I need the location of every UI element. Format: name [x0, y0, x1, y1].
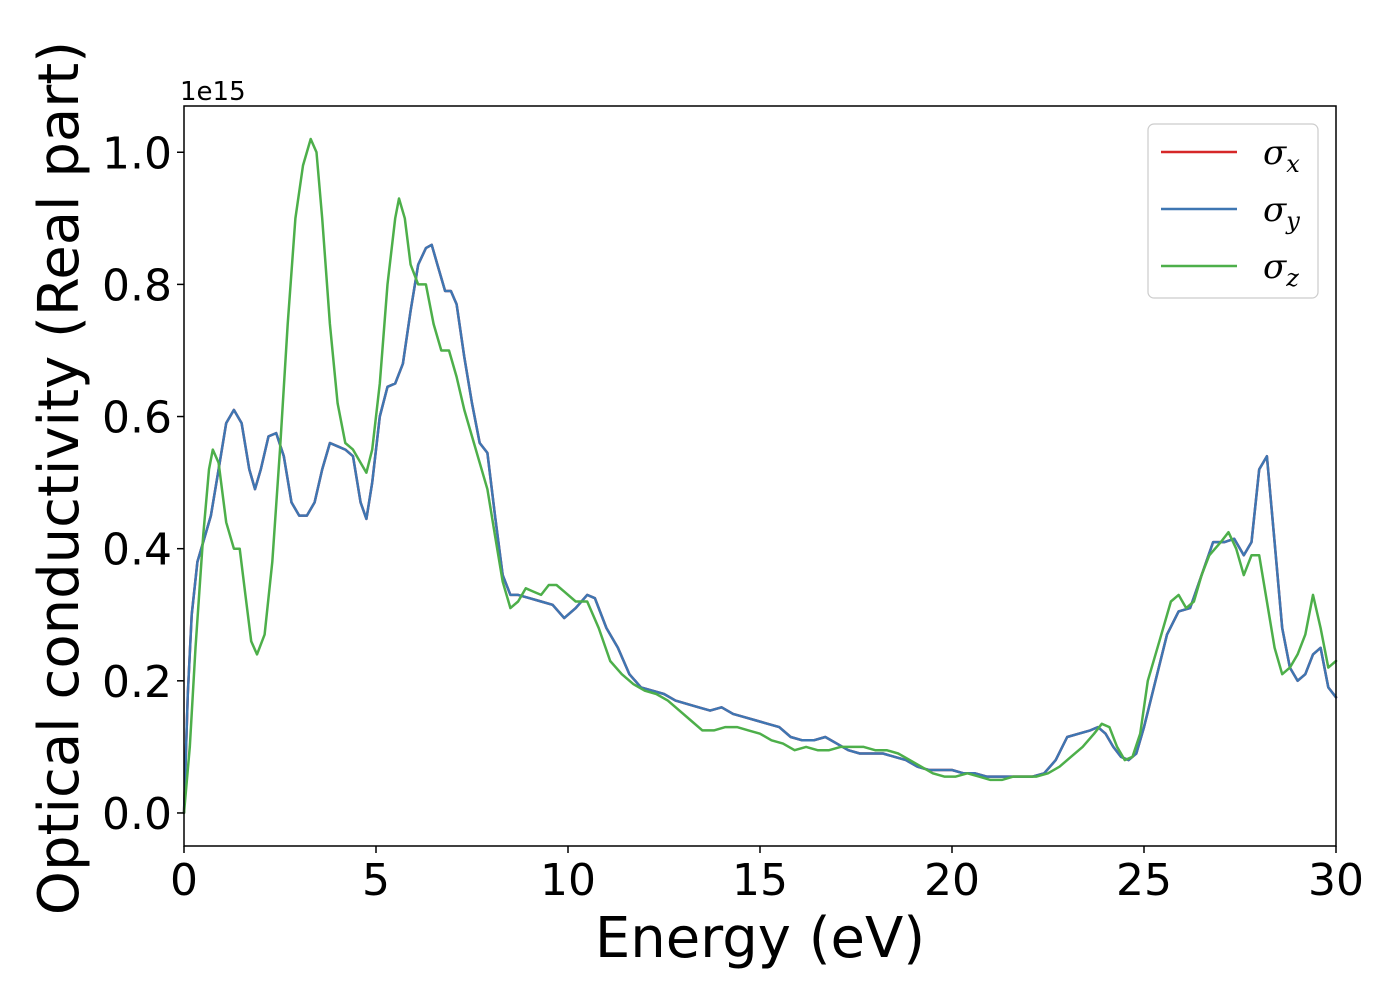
y-tick-label: 1.0: [102, 128, 172, 179]
series-line-z: [182, 137, 1338, 815]
x-tick-label: 25: [1116, 855, 1172, 906]
series-layer: [182, 137, 1338, 815]
series-line-y: [182, 243, 1338, 815]
x-tick-label: 20: [924, 855, 980, 906]
x-axis-ticks: 0 5 10 15 20 25 30: [170, 846, 1364, 906]
y-axis-ticks: 0.0 0.2 0.4 0.6 0.8 1.0: [102, 128, 184, 840]
x-tick-label: 10: [540, 855, 596, 906]
y-tick-label: 0.0: [102, 789, 172, 840]
y-tick-label: 0.8: [102, 260, 172, 311]
y-axis-label: Optical conductivity (Real part): [27, 41, 92, 915]
legend-box: [1147, 123, 1319, 299]
x-tick-label: 15: [732, 855, 788, 906]
y-tick-label: 0.4: [102, 525, 172, 576]
y-offset-label: 1e15: [180, 77, 246, 107]
x-axis-label: Energy (eV): [595, 906, 925, 971]
legend-label-z: σz: [1263, 247, 1299, 292]
y-tick-label: 0.6: [102, 393, 172, 444]
x-tick-label: 30: [1308, 855, 1364, 906]
legend-label-x: σx: [1263, 133, 1300, 178]
y-tick-label: 0.2: [102, 657, 172, 708]
legend: σx σy σz: [1147, 123, 1319, 299]
x-tick-label: 0: [170, 855, 198, 906]
legend-label-y: σy: [1263, 190, 1300, 235]
x-tick-label: 5: [362, 855, 390, 906]
